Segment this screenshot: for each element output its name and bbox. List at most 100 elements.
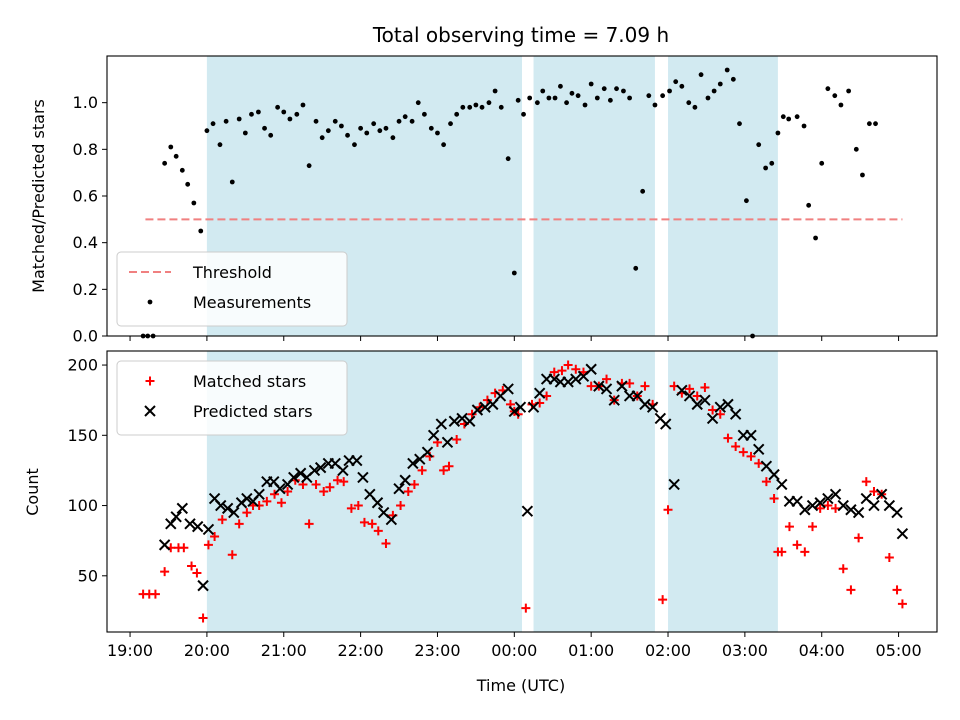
data-point — [892, 585, 902, 595]
data-point — [744, 198, 749, 204]
legend-swatch — [145, 376, 155, 386]
data-point — [345, 132, 350, 138]
data-point — [319, 135, 325, 141]
data-point — [444, 461, 454, 471]
data-point — [730, 76, 736, 82]
data-point — [308, 464, 321, 477]
data-point — [564, 100, 569, 106]
data-point — [722, 398, 734, 411]
data-point — [658, 595, 668, 605]
data-point — [527, 401, 540, 413]
data-point — [792, 540, 802, 550]
data-point — [508, 405, 521, 418]
data-point — [724, 67, 730, 73]
data-point — [549, 367, 559, 377]
data-point — [473, 102, 479, 108]
data-point — [533, 387, 546, 399]
data-point — [837, 499, 849, 512]
data-point — [179, 167, 185, 173]
data-point — [202, 523, 215, 536]
data-point — [558, 83, 563, 89]
data-point — [268, 132, 274, 138]
data-point — [421, 446, 434, 458]
data-point — [210, 121, 216, 127]
data-point — [869, 487, 879, 496]
x-tick-label: 00:00 — [491, 641, 537, 660]
data-point — [746, 451, 756, 461]
data-point — [168, 144, 174, 150]
y-tick-label: 0.6 — [73, 187, 98, 206]
data-point — [217, 515, 227, 525]
data-point — [486, 100, 492, 106]
data-point — [521, 505, 534, 517]
data-point — [352, 142, 357, 148]
data-point — [427, 429, 440, 442]
data-point — [875, 488, 888, 501]
data-point — [717, 81, 723, 87]
data-point — [625, 378, 635, 388]
data-point — [700, 383, 710, 393]
data-point — [668, 478, 680, 491]
data-point — [288, 471, 300, 484]
data-point — [854, 533, 864, 543]
data-point — [184, 518, 196, 530]
data-point — [846, 88, 852, 94]
data-point — [860, 172, 865, 178]
data-point — [663, 505, 673, 515]
legend: Threshold Measurements — [116, 251, 348, 327]
data-point — [371, 497, 384, 509]
y-tick-label: 50 — [78, 566, 98, 585]
data-point — [667, 88, 672, 94]
data-point — [417, 465, 427, 475]
data-point — [346, 503, 356, 513]
data-point — [852, 506, 865, 519]
data-point — [415, 100, 421, 106]
data-point — [217, 142, 223, 148]
data-point — [769, 160, 775, 166]
data-point — [515, 97, 521, 103]
data-point — [467, 104, 473, 110]
data-point — [660, 93, 666, 99]
data-point — [396, 501, 406, 511]
y-tick-label: 1.0 — [73, 93, 98, 112]
data-point — [563, 360, 573, 370]
data-point — [170, 511, 182, 523]
data-point — [377, 128, 383, 134]
data-point — [228, 506, 240, 519]
data-point — [332, 118, 338, 124]
data-point — [602, 374, 612, 384]
data-point — [227, 550, 237, 560]
data-point — [814, 497, 826, 509]
data-point — [692, 104, 698, 110]
data-point — [325, 482, 335, 492]
data-point — [754, 458, 764, 468]
data-point — [223, 118, 229, 124]
data-point — [873, 121, 878, 127]
data-point — [357, 471, 369, 484]
data-point — [249, 111, 254, 117]
y-tick-label: 0.0 — [73, 327, 98, 346]
data-point — [708, 405, 718, 415]
data-point — [262, 125, 267, 131]
data-point — [831, 503, 841, 513]
data-point — [234, 519, 244, 529]
data-point — [191, 520, 204, 533]
data-point — [300, 102, 306, 108]
data-point — [752, 443, 765, 456]
data-point — [381, 538, 391, 548]
x-tick-label: 20:00 — [184, 641, 230, 660]
data-point — [806, 499, 819, 512]
data-point — [569, 90, 575, 96]
data-point — [608, 394, 620, 406]
data-point — [585, 363, 597, 375]
data-point — [768, 468, 780, 481]
legend-label: Predicted stars — [193, 402, 313, 421]
legend-box — [116, 251, 348, 327]
legend-label: Matched stars — [193, 372, 306, 391]
data-point — [685, 384, 695, 394]
legend: Matched stars Predicted stars — [116, 360, 348, 436]
data-point — [838, 102, 844, 108]
data-point — [660, 418, 672, 430]
data-point — [371, 121, 377, 127]
data-point — [511, 270, 517, 276]
